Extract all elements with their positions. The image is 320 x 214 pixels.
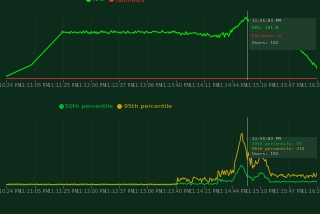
Text: Users: 192: Users: 192 [252,41,278,45]
Text: 11:55:03 PM: 11:55:03 PM [252,137,281,141]
Text: Failures: 0: Failures: 0 [252,34,281,38]
Text: Users: 192: Users: 192 [252,152,278,156]
Legend: 50th percentile, 95th percentile: 50th percentile, 95th percentile [56,101,174,111]
Text: 50th percentile: 97: 50th percentile: 97 [252,142,301,146]
Text: 11:55:03 PM: 11:55:03 PM [252,19,281,23]
Text: RPS: 101.8: RPS: 101.8 [252,26,278,30]
Bar [249,137,317,158]
Text: 95th percentile: 210: 95th percentile: 210 [252,147,304,151]
Legend: RPS, Failures/s: RPS, Failures/s [83,0,147,5]
Bar [249,18,316,50]
